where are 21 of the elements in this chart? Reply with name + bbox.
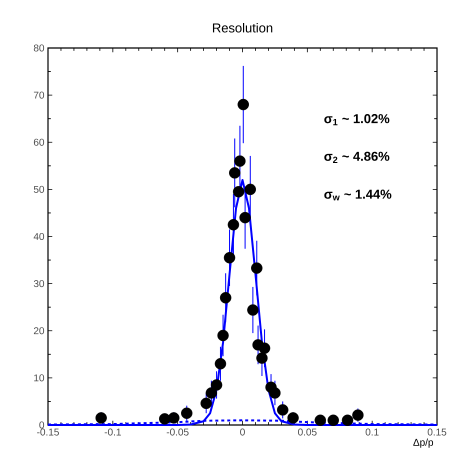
y-tick-label: 80: [34, 44, 44, 52]
y-tick-label: 40: [34, 232, 44, 240]
y-tick-label: 20: [34, 327, 44, 334]
y-tick-label: 30: [34, 280, 44, 288]
x-tick-label: -0.05: [166, 428, 189, 436]
x-tick-label: 0.05: [298, 428, 317, 436]
y-tick-label: 0: [39, 421, 44, 429]
text: σ$_{2}$ ~ 4.86%: [324, 152, 390, 163]
y-tick-label: 50: [34, 186, 44, 193]
text: σ$_{1}$ ~ 1.02%: [324, 114, 390, 126]
x-tick-label: -0.1: [104, 428, 121, 436]
x-tick-label: -0.15: [37, 428, 59, 436]
text: σ$_{w}$ ~ 1.44%: [324, 190, 392, 200]
chart-title: Resolution: [212, 22, 272, 33]
y-tick-label: 10: [34, 374, 44, 382]
x-tick-label: 0.1: [366, 428, 379, 436]
x-tick-label: 0.15: [428, 428, 446, 436]
x-axis-title: Δp/p: [413, 438, 434, 448]
y-tick-label: 70: [34, 92, 44, 99]
y-tick-label: 60: [34, 138, 44, 146]
x-tick-label: 0: [240, 428, 245, 436]
